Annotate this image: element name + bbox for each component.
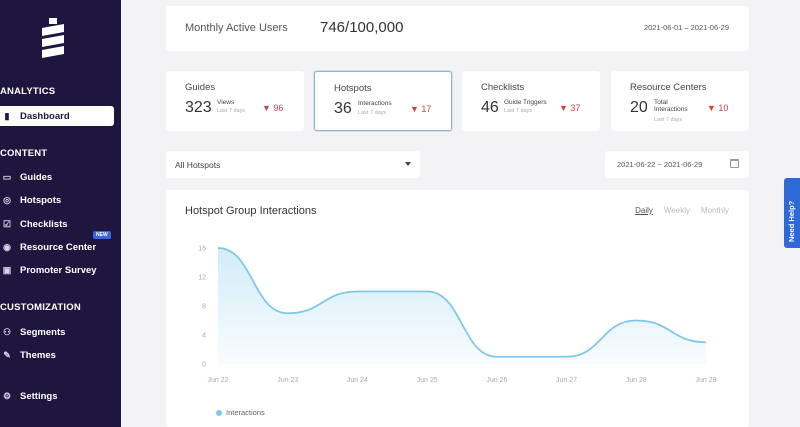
stat-delta: ▼ 96	[262, 103, 284, 113]
x-tick-label: Jun 23	[277, 377, 298, 384]
stat-period: Last 7 days	[654, 117, 683, 123]
sidebar-item-hotspots[interactable]: ◎ Hotspots	[0, 190, 114, 210]
hotspot-icon: ◎	[3, 194, 11, 205]
gear-icon: ⚙	[2, 390, 12, 401]
mau-value: 746/100,000	[320, 19, 404, 36]
need-help-button[interactable]: Need Help?	[784, 178, 800, 248]
sidebar-item-label: Hotspots	[20, 194, 62, 206]
hotspot-filter-value: All Hotspots	[175, 160, 221, 170]
legend-label: Interactions	[226, 408, 265, 417]
bar-chart-icon: ▮	[4, 110, 10, 121]
stat-period: Last 7 days	[504, 108, 533, 114]
mau-label: Monthly Active Users	[185, 22, 288, 34]
sidebar-item-label: Segments	[20, 326, 66, 338]
y-tick-label: 16	[198, 246, 206, 253]
sidebar-item-themes[interactable]: ✎ Themes	[0, 345, 114, 365]
stat-value: 20	[630, 99, 648, 116]
series-line-interactions	[217, 247, 707, 358]
section-customization: CUSTOMIZATION	[0, 302, 81, 313]
series-area	[218, 248, 706, 364]
y-tick-label: 8	[202, 304, 206, 311]
stat-sub: Guide Triggers	[504, 99, 547, 106]
calendar-icon	[730, 159, 739, 168]
stat-value: 323	[185, 99, 212, 116]
stat-title: Checklists	[481, 82, 525, 93]
stat-period: Last 7 days	[217, 108, 246, 114]
sidebar-item-guides[interactable]: ▭ Guides	[0, 167, 114, 187]
sidebar-item-label: Promoter Survey	[20, 264, 97, 276]
sidebar-item-label: Dashboard	[20, 110, 70, 122]
stat-sub: Interactions	[358, 100, 392, 107]
legend-swatch	[216, 409, 222, 416]
x-tick-label: Jun 29	[695, 377, 716, 384]
interactions-chart: 0 4 8 12 16 Jun 22 Jun 23 Jun 24 Jun 25 Jun 26 Jun…	[198, 246, 716, 385]
mau-date-range: 2021-06-01 – 2021-06-29	[643, 23, 729, 32]
stat-card-guides[interactable]: Guides 323 Views Last 7 days ▼ 96	[166, 71, 304, 131]
sidebar-item-promoter-survey[interactable]: ▣ Promoter Survey	[0, 260, 114, 280]
checklist-icon: ☑	[2, 218, 12, 229]
sidebar-item-label: Settings	[20, 390, 58, 402]
need-help-label: Need Help?	[787, 200, 796, 242]
stat-card-checklists[interactable]: Checklists 46 Guide Triggers Last 7 days…	[462, 71, 600, 131]
sidebar-item-label: Resource Center	[20, 241, 97, 253]
tab-monthly[interactable]: Monthly	[700, 206, 729, 215]
date-range-picker[interactable]: 2021-06-22 ~ 2021-06-29	[605, 151, 749, 178]
x-tick-label: Jun 22	[207, 377, 228, 384]
x-tick-label: Jun 24	[347, 377, 368, 384]
sidebar-item-resource-center[interactable]: ◉ Resource Center NEW	[0, 231, 114, 257]
x-tick-label: Jun 26	[486, 377, 507, 384]
chart-title: Hotspot Group Interactions	[185, 205, 317, 217]
stat-delta: ▼ 37	[559, 103, 581, 113]
chart-card: Hotspot Group Interactions Daily Weekly …	[166, 190, 749, 427]
stat-value: 36	[334, 100, 352, 117]
y-tick-label: 4	[202, 333, 206, 340]
tab-weekly[interactable]: Weekly	[663, 206, 690, 215]
x-tick-label: Jun 25	[417, 377, 438, 384]
segments-icon: ⚇	[2, 326, 12, 337]
sidebar-item-checklists[interactable]: ☑ Checklists	[0, 214, 114, 234]
sidebar-item-label: Themes	[20, 349, 56, 361]
sidebar-item-dashboard[interactable]: ▮ Dashboard	[0, 106, 114, 126]
sidebar-item-label: Guides	[20, 171, 53, 183]
stat-title: Resource Centers	[630, 82, 707, 93]
sidebar-item-settings[interactable]: ⚙ Settings	[0, 386, 114, 406]
x-tick-label: Jun 28	[626, 377, 647, 384]
stat-title: Guides	[185, 82, 216, 93]
stat-sub: Total Interactions	[654, 99, 688, 113]
sidebar-item-label: Checklists	[20, 218, 68, 230]
resource-icon: ◉	[3, 241, 11, 252]
brush-icon: ✎	[3, 349, 11, 360]
new-badge: NEW	[93, 231, 111, 239]
monthly-active-users-card: Monthly Active Users 746/100,000 2021-06…	[166, 6, 749, 51]
chart-legend[interactable]: Interactions	[216, 408, 265, 417]
stat-card-hotspots[interactable]: Hotspots 36 Interactions Last 7 days ▼ 1…	[314, 71, 452, 131]
hotspot-filter-select[interactable]: All Hotspots	[166, 151, 420, 178]
stat-value: 46	[481, 99, 499, 116]
x-tick-label: Jun 27	[556, 377, 577, 384]
y-tick-label: 12	[198, 275, 206, 282]
logo-icon[interactable]	[42, 18, 64, 58]
tab-daily[interactable]: Daily	[635, 206, 653, 215]
section-analytics: ANALYTICS	[0, 86, 56, 97]
y-tick-label: 0	[202, 362, 206, 369]
stat-title: Hotspots	[334, 83, 372, 94]
stat-card-resource-centers[interactable]: Resource Centers 20 Total Interactions L…	[611, 71, 749, 131]
chevron-down-icon	[405, 162, 411, 166]
guide-icon: ▭	[2, 171, 12, 182]
section-content: CONTENT	[0, 148, 48, 159]
date-range-value: 2021-06-22 ~ 2021-06-29	[617, 160, 703, 169]
stat-sub: Views	[217, 99, 235, 106]
stat-delta: ▼ 17	[410, 104, 432, 114]
survey-icon: ▣	[2, 264, 12, 275]
sidebar-item-segments[interactable]: ⚇ Segments	[0, 322, 114, 342]
granularity-tabs: Daily Weekly Monthly	[635, 206, 729, 215]
stat-delta: ▼ 10	[707, 103, 729, 113]
stat-period: Last 7 days	[358, 110, 387, 116]
sidebar: ANALYTICS ▮ Dashboard CONTENT ▭ Guides ◎…	[0, 0, 121, 427]
